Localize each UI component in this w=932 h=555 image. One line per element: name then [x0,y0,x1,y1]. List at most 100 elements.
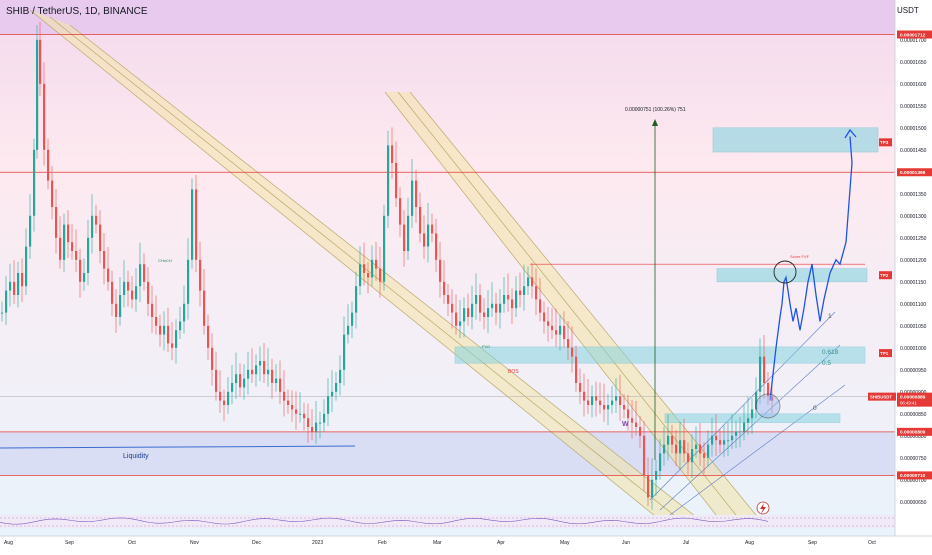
tp-tag-label: TP2 [880,273,889,278]
tp1-zone [454,346,866,364]
candle-body [483,312,486,317]
candle-body [599,400,602,405]
candle-body [135,286,138,300]
rise-channel-low [669,384,846,516]
candle-body [575,356,578,383]
candle-body [99,224,102,251]
score-label: Score FVF [790,254,810,259]
candle-body [719,440,722,445]
y-tick-label: 0.00001100 [900,302,926,308]
candle-body [319,422,322,424]
candle-body [635,422,638,427]
candle-body [351,312,354,326]
tp-tag [879,349,892,358]
candle-body [363,264,366,273]
candle-body [423,233,426,247]
candle-body [679,440,682,454]
candle-body [583,391,586,401]
price-tag-label: 0.00000889 [900,394,926,400]
liquidity-label: Liquidity [123,453,149,460]
candle-body [567,339,570,348]
candle-body [359,264,362,287]
candle-body [631,418,634,423]
candle-body [25,246,28,287]
candle-body [715,435,718,441]
candle-body [167,325,170,344]
y-tick-label: 0.00001650 [900,60,927,66]
symbol-title: SHIB / TetherUS, 1D, BINANCE [6,6,148,17]
candle-body [723,440,726,445]
candle-body [103,251,106,269]
candle-body [619,396,622,405]
candle-body [627,409,630,419]
x-tick-label: Oct [128,540,136,546]
y-tick-label: 0.00000850 [900,412,927,418]
channel-1-line [29,9,661,521]
candle-body [175,330,178,348]
candle-body [115,303,118,317]
candle-body [299,413,302,415]
x-tick-label: Oct [868,540,876,546]
channel-2 [385,92,760,520]
candle-body [615,396,618,401]
y-tick-label: 0.00001550 [900,104,927,110]
tp3-zone [712,127,879,153]
candle-body [507,295,510,300]
candle-body [447,295,450,304]
candle-body [491,303,494,309]
candle-body [63,224,66,260]
candle-body [295,409,298,414]
candle-body [371,259,374,278]
candle-body [29,215,32,247]
candle-body [755,391,758,410]
candle-body [247,369,250,379]
candle-body [67,224,70,243]
candle-body [415,180,418,207]
choch-label: CHoCH [158,258,172,263]
candle-body [539,299,542,313]
candle-body [479,295,482,313]
candle-body [671,435,674,445]
candle-body [487,308,490,317]
candle-body [323,413,326,423]
candle-body [339,369,342,383]
candle-body [367,273,370,278]
tp-tag [879,271,892,280]
candle-body [451,303,454,313]
candle-body [687,453,690,463]
candle-body [283,391,286,401]
y-tick-label: 0.00000650 [900,500,927,506]
candle-body [607,405,610,410]
candle-body [203,290,206,326]
candle-body [223,400,226,405]
x-tick-label: Aug [745,540,754,546]
rise-channel-mid [659,344,841,511]
tp-tag-label: TP3 [880,140,889,145]
candle-body [287,400,290,405]
candle-body [427,224,430,247]
candle-body [311,427,314,432]
x-tick-label: Sep [65,540,74,546]
candle-body [207,325,210,348]
candle-body [79,259,82,282]
price-tag [897,30,932,39]
candle-body [519,290,522,295]
candle-body [735,431,738,436]
candle-body [759,356,762,392]
y-tick-label: 0.00001300 [900,214,927,220]
candle-body [211,347,214,370]
candle-body [591,396,594,405]
candle-body [36,39,39,150]
candle-body [647,475,650,498]
y-tick-label: 0.00000800 [900,434,927,440]
candle-body [659,453,662,471]
fib-05-label: 0.5 [822,360,831,367]
fib-0618-label: 0.618 [822,349,839,356]
candle-body [587,400,590,405]
candle-body [551,325,554,331]
candle-body [355,286,358,313]
candle-body [499,303,502,313]
candle-body [5,290,8,313]
candle-body [711,435,714,445]
